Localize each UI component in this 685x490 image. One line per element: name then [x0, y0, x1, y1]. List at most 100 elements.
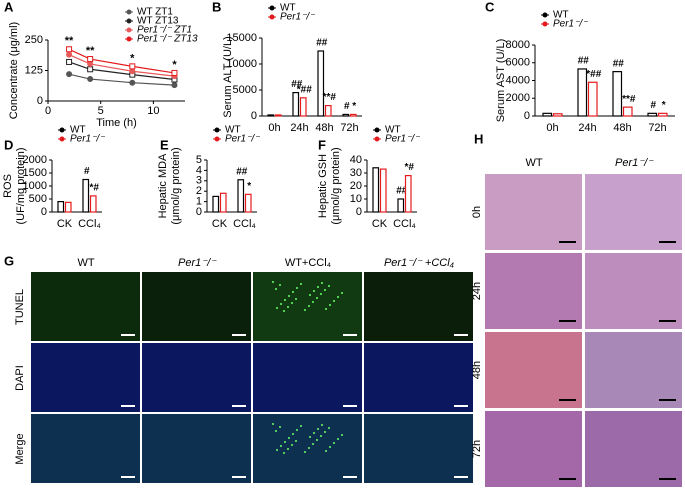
bar: [542, 112, 553, 117]
signal: [279, 284, 281, 286]
significance: *##: [586, 69, 601, 80]
bar: [577, 68, 588, 117]
y-tick-label: 2000: [506, 92, 530, 104]
signal: [316, 439, 318, 441]
signal: [313, 432, 315, 434]
signal: [275, 430, 277, 432]
y-axis-label: Concentrate (μg/ml): [8, 22, 20, 119]
signal: [321, 282, 323, 284]
signal: [321, 424, 323, 426]
signal: [287, 306, 289, 308]
signal: [284, 299, 286, 301]
series-line: [68, 61, 175, 81]
signal: [325, 450, 327, 452]
point: [129, 63, 136, 70]
y-tick-label: 1500: [23, 167, 47, 179]
row-label: 48h: [471, 361, 483, 379]
y-tick-label: 500: [29, 193, 47, 205]
signal: [328, 285, 330, 287]
column-header: WT: [77, 257, 94, 269]
legend-marker: [214, 127, 220, 133]
y-tick-label: 0: [37, 95, 43, 107]
y-tick-label: 0: [356, 206, 362, 218]
x-tick-label: CCl₄: [78, 218, 101, 230]
signal: [341, 434, 343, 436]
point: [129, 79, 136, 86]
significance: ##: [316, 38, 328, 49]
micrograph: [585, 174, 682, 250]
bar: [404, 175, 412, 213]
x-tick-label: 48h: [315, 122, 333, 134]
y-tick-label: 250: [25, 34, 43, 46]
legend-marker: [374, 136, 380, 142]
y-tick-label: 125: [25, 64, 43, 76]
y-tick-label: 8000: [506, 39, 530, 51]
signal: [312, 301, 314, 303]
micrograph: [485, 174, 582, 250]
x-tick-label: 24h: [290, 122, 308, 134]
signal: [337, 296, 339, 298]
signal: [292, 433, 294, 435]
signal: [295, 440, 297, 442]
bar: [317, 50, 325, 117]
signal: [300, 283, 302, 285]
significance: *: [352, 101, 356, 112]
column-header: Per1⁻/⁻: [178, 257, 217, 269]
bar: [552, 113, 563, 117]
row-label: Merge: [14, 433, 26, 464]
signal: [309, 294, 311, 296]
x-axis-label: Time (h): [96, 117, 137, 129]
x-tick-label: 5: [98, 105, 104, 117]
column-header: WT+CCl₄: [285, 257, 332, 269]
signal: [287, 448, 289, 450]
signal: [324, 431, 326, 433]
y-tick-label: 1000: [23, 180, 47, 192]
point: [66, 46, 73, 53]
y-tick-label: 3: [196, 175, 202, 187]
signal: [333, 442, 335, 444]
y-tick-label: 30: [350, 167, 362, 179]
column-header: Per1⁻/⁻: [615, 157, 654, 169]
bar: [647, 112, 658, 117]
panel-label: D: [4, 137, 13, 152]
micrograph: [485, 332, 582, 408]
panel-label: G: [4, 253, 14, 268]
y-axis-label: Hepatic GSH: [317, 154, 329, 218]
x-tick-label: CK: [57, 218, 73, 230]
legend-label: WT: [70, 125, 86, 136]
significance: #: [84, 166, 90, 177]
column-header: Per1⁻/⁻ +CCl₄: [384, 257, 454, 269]
y-tick-label: 5: [196, 154, 202, 166]
legend-label: WT: [280, 3, 296, 14]
panel-label: E: [160, 137, 169, 152]
legend-label: Per1⁻/⁻ ZT1: [137, 25, 192, 36]
signal: [328, 427, 330, 429]
micrograph: [142, 343, 251, 412]
legend-marker: [542, 12, 548, 18]
legend-label: Per1⁻/⁻ ZT13: [137, 34, 198, 45]
bar: [292, 91, 300, 117]
micrograph: [142, 414, 251, 483]
y-tick-label: 0: [524, 110, 530, 122]
signal: [329, 446, 331, 448]
bar: [299, 97, 307, 117]
x-tick-label: 10: [147, 105, 159, 117]
x-tick-label: 72h: [340, 122, 358, 134]
legend-label: WT ZT13: [137, 16, 179, 27]
signal: [324, 289, 326, 291]
x-tick-label: 0h: [546, 122, 558, 134]
legend-marker: [269, 14, 275, 20]
bar: [379, 168, 387, 213]
significance: **: [86, 45, 95, 57]
bar: [57, 201, 65, 213]
x-tick-label: 0h: [268, 122, 280, 134]
significance: *: [662, 100, 666, 111]
significance: ##: [236, 166, 248, 177]
significance: **: [65, 35, 74, 47]
significance: *#: [90, 183, 100, 194]
x-tick-label: CCl₄: [233, 218, 256, 230]
signal: [280, 303, 282, 305]
signal: [283, 310, 285, 312]
row-label: 24h: [471, 282, 483, 300]
